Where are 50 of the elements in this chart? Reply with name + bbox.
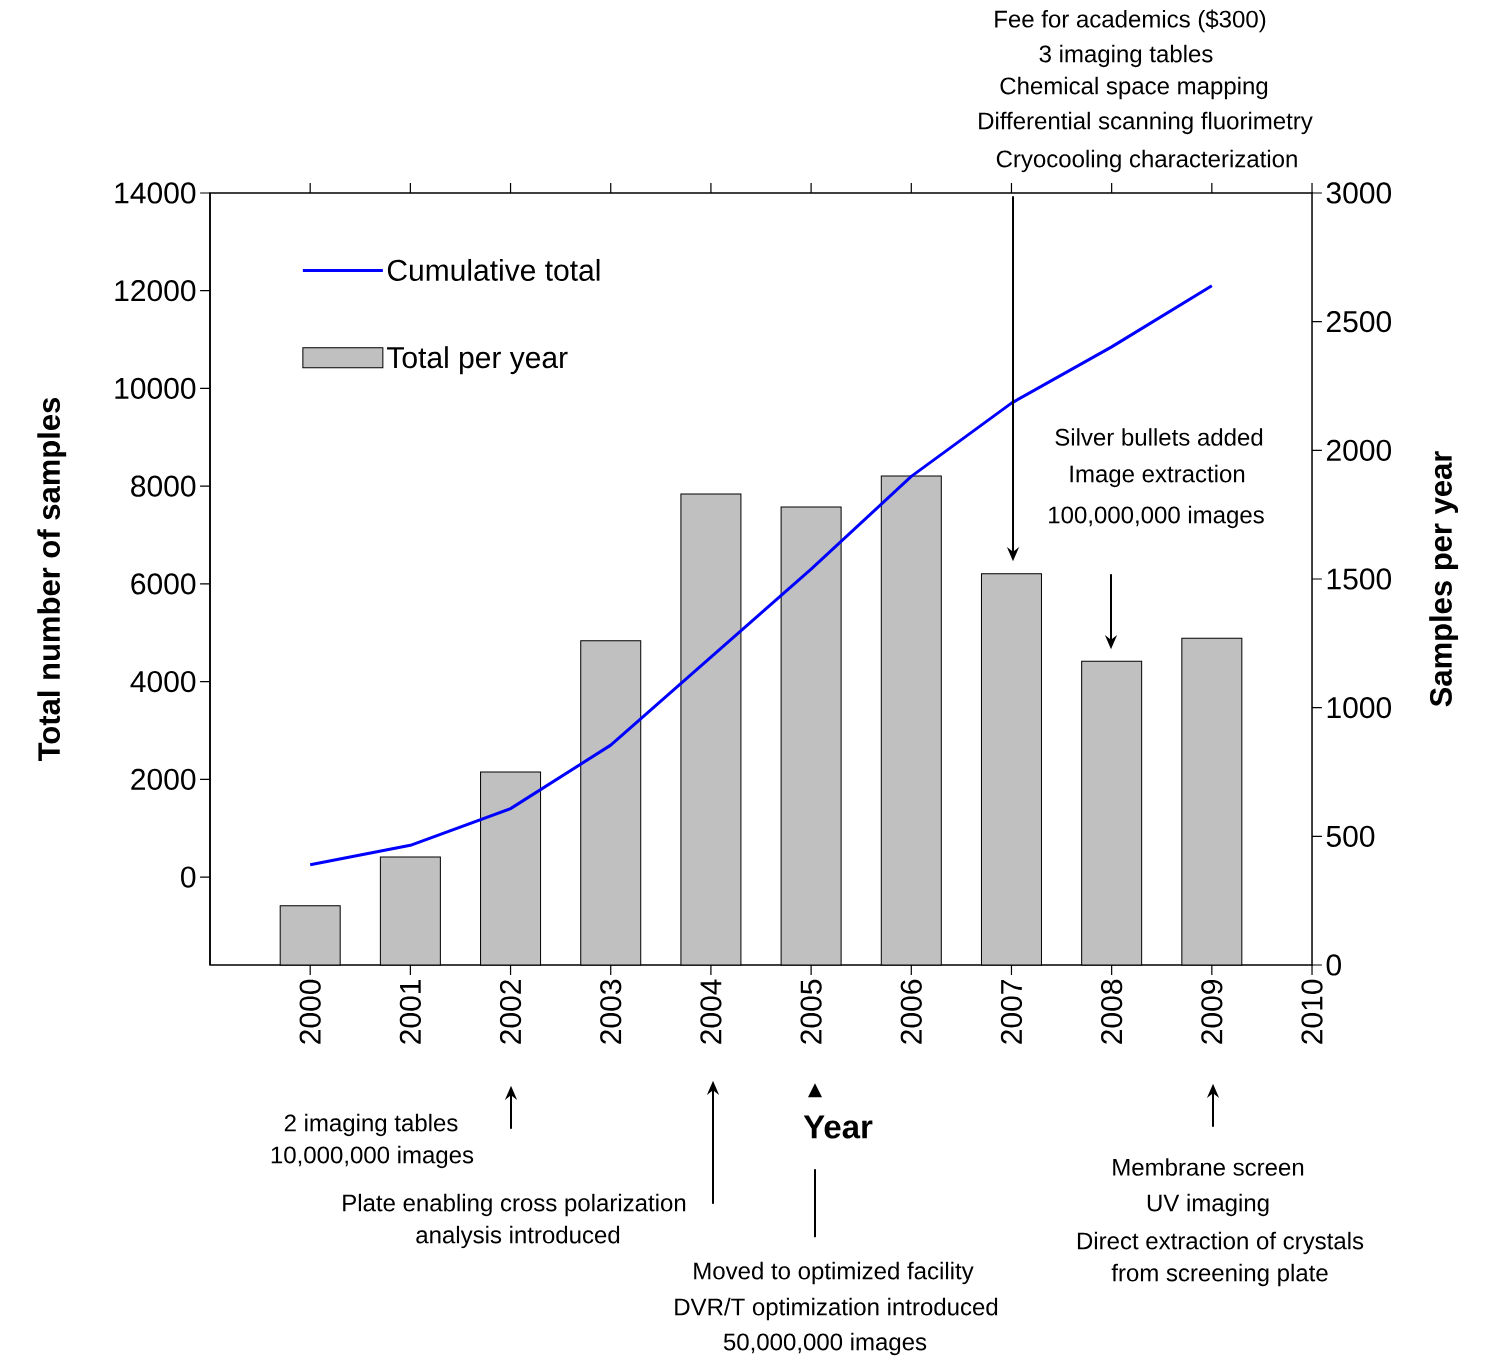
text: UV imaging [1147,1193,1269,1217]
x-tick-label: 2003 [600,979,622,1044]
y2-tick-label: 500 [1326,825,1375,847]
y2-tick-label: 2000 [1326,439,1392,461]
y-axis-title: Total number of samples [37,397,67,761]
y2-axis-title: Samples per year [1429,451,1459,707]
text: Chemical space mapping [1000,76,1268,100]
text: Moved to optimized facility [694,1261,974,1285]
text: 2 imaging tables [284,1113,458,1137]
y2-tick-label: 0 [1326,954,1341,976]
x-tick-label: 2006 [900,979,922,1044]
annotation: Image extraction [1070,464,1245,488]
y-tick-label: 2000 [131,768,196,790]
legend-label: Total per year [387,346,568,375]
text: 3 imaging tables [1039,44,1213,68]
y2-tick-label: 1500 [1327,568,1392,590]
annotation: Silver bullets added [1055,428,1263,446]
y-tick-label: 14000 [115,182,196,204]
x-tick-label: 2009 [1201,979,1223,1044]
x-tick-label: 2004 [700,979,722,1044]
y-tick-label: 12000 [115,280,196,302]
text: DVR/T optimization introduced [675,1297,998,1321]
text: Direct extraction of crystals [1077,1231,1364,1255]
text: from screening plate [1111,1263,1328,1287]
text: Cryocooling characterization [996,149,1297,173]
y-tick-label: 4000 [130,670,196,693]
text: Differential scanning fluorimetry [979,111,1313,135]
text: Plate enabling cross polarization [343,1193,686,1217]
y2-tick-label: 2500 [1326,311,1392,333]
x-tick-label: 2000 [299,979,321,1044]
y2-tick-label: 3000 [1326,182,1392,204]
y-tick-label: 6000 [131,573,196,595]
legend-label: Cumulative total [387,258,600,281]
text: 50,000,000 images [723,1332,927,1356]
text: 10,000,000 images [271,1145,474,1169]
text: Membrane screen [1113,1158,1304,1176]
y2-tick-label: 1000 [1327,697,1392,719]
text: analysis introduced [416,1225,620,1249]
x-tick-label: 2005 [800,979,822,1044]
x-tick-label: 2007 [1000,980,1023,1044]
x-tick-label: 2001 [399,980,421,1044]
x-axis-title: Year [803,1115,873,1139]
x-tick-label: 2008 [1101,979,1123,1044]
x-tick-label: 2002 [499,980,522,1044]
annotation: 100,000,000 images [1049,505,1264,529]
y-tick-label: 8000 [131,475,196,497]
text: Fee for academics ($300) [995,9,1266,33]
y-tick-label: 0 [181,866,196,888]
x-tick-label: 2010 [1301,979,1323,1044]
y-tick-label: 10000 [115,377,196,400]
